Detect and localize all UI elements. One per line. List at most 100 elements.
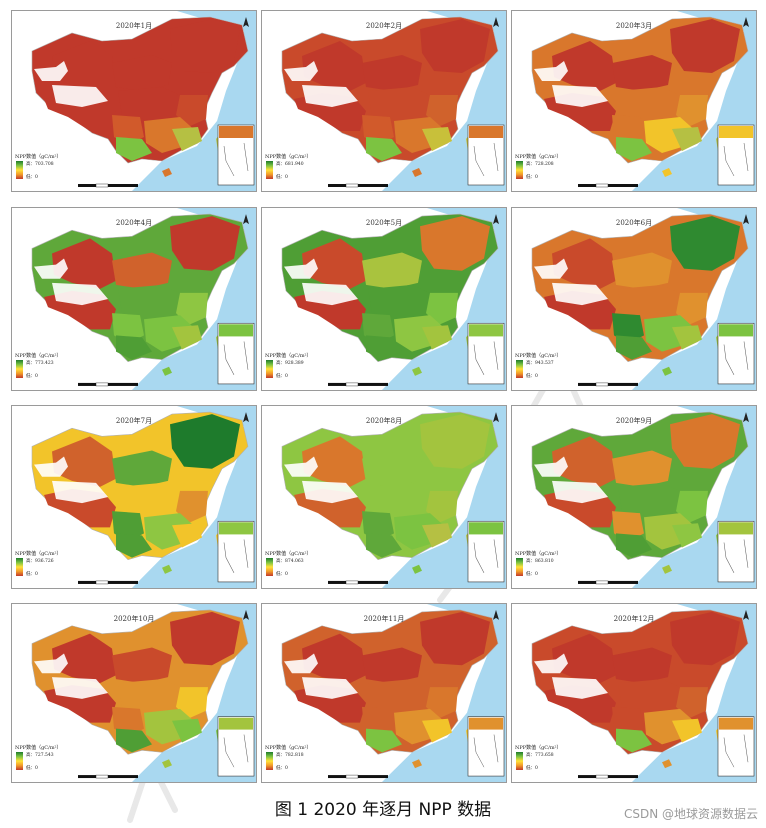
legend-max-value: 高：728.208 [526, 162, 554, 167]
npp-region-nw [302, 436, 366, 487]
legend-title: NPP数值（gC/m²） [265, 154, 312, 160]
legend-max-value: 高：773.423 [26, 361, 54, 366]
npp-region-yn [616, 728, 652, 753]
legend-max-value: 高：928.389 [276, 361, 304, 366]
south-china-sea-inset [467, 322, 505, 385]
scale-bar [578, 382, 638, 387]
npp-region-c [368, 87, 434, 121]
legend-min-value: 低：0 [526, 572, 538, 577]
legend-color-ramp [516, 752, 523, 770]
china-npp-map [512, 604, 756, 782]
legend-title: NPP数值（gC/m²） [15, 745, 62, 751]
china-npp-map [512, 11, 756, 191]
scale-bar [578, 580, 638, 585]
china-npp-map [12, 406, 256, 588]
npp-region-ne [670, 414, 740, 469]
npp-region-nw [52, 633, 116, 684]
legend-title: NPP数值（gC/m²） [265, 745, 312, 751]
map-month-title: 2020年9月 [615, 417, 653, 425]
npp-region-nw [552, 238, 616, 289]
npp-region-c [618, 482, 684, 518]
npp-month-map-panel: 2020年11月 NPP数值（gC/m²） 高：782.818 低：0 [261, 603, 507, 783]
npp-region-e [676, 95, 708, 127]
npp-region-ne [670, 216, 740, 271]
npp-region-c [368, 284, 434, 320]
legend-title: NPP数值（gC/m²） [515, 353, 562, 359]
npp-region-c [118, 284, 184, 320]
legend-max-value: 高：773.658 [526, 753, 554, 758]
south-china-sea-inset [717, 322, 755, 385]
npp-month-map-panel: 2020年8月 NPP数值（gC/m²） 高：874.063 低：0 [261, 405, 507, 589]
hainan-island [412, 168, 422, 177]
south-china-sea-inset [217, 322, 255, 385]
hainan-island [662, 759, 672, 769]
npp-region-e [426, 490, 458, 524]
map-month-title: 2020年2月 [365, 22, 403, 30]
legend-color-ramp [16, 161, 23, 179]
npp-region-e [676, 490, 708, 524]
legend-title: NPP数值（gC/m²） [515, 551, 562, 557]
no-data-desert-area [534, 61, 608, 107]
scale-bar [78, 382, 138, 387]
npp-region-ne [170, 611, 240, 666]
npp-month-map-panel: 2020年1月 NPP数值（gC/m²） 高：703.708 低：0 [11, 10, 257, 192]
scale-bar [328, 580, 388, 585]
npp-region-n [112, 450, 172, 487]
legend-color-ramp [516, 161, 523, 179]
hainan-island [412, 564, 422, 574]
npp-region-nw [552, 436, 616, 487]
legend-max-value: 高：943.537 [526, 361, 554, 366]
npp-region-yn [616, 137, 652, 161]
npp-month-map-panel: 2020年10月 NPP数值（gC/m²） 高：727.543 低：0 [11, 603, 257, 783]
hainan-island [662, 366, 672, 376]
npp-region-se [422, 325, 452, 350]
npp-region-ne [170, 414, 240, 469]
north-arrow-icon [743, 17, 749, 27]
hainan-island [162, 168, 172, 177]
map-month-title: 2020年5月 [365, 219, 403, 227]
npp-region-se [672, 523, 702, 548]
south-china-sea-inset [467, 124, 505, 186]
npp-region-nw [52, 436, 116, 487]
npp-region-c [618, 284, 684, 320]
npp-month-map-panel: 2020年6月 NPP数值（gC/m²） 高：943.537 低：0 [511, 207, 757, 391]
map-month-title: 2020年1月 [115, 22, 153, 30]
south-china-sea-inset [217, 716, 255, 777]
npp-month-map-panel: 2020年9月 NPP数值（gC/m²） 高：863.810 低：0 [511, 405, 757, 589]
no-data-desert-area [284, 258, 358, 306]
npp-region-n [112, 55, 172, 91]
npp-region-yn [366, 728, 402, 753]
hainan-island [162, 366, 172, 376]
legend-max-value: 高：681.940 [276, 162, 304, 167]
npp-region-e [426, 687, 458, 719]
npp-month-map-panel: 2020年4月 NPP数值（gC/m²） 高：773.423 低：0 [11, 207, 257, 391]
npp-region-nw [302, 633, 366, 684]
npp-region-n [612, 55, 672, 91]
no-data-desert-area [284, 456, 358, 504]
npp-region-se [422, 718, 452, 743]
legend-color-ramp [16, 752, 23, 770]
npp-region-ne [670, 19, 740, 73]
npp-region-ne [170, 19, 240, 73]
legend-min-value: 低：0 [26, 175, 38, 180]
npp-region-e [176, 490, 208, 524]
npp-month-map-panel: 2020年7月 NPP数值（gC/m²） 高：936.726 低：0 [11, 405, 257, 589]
npp-region-se [172, 127, 202, 151]
south-china-sea-inset [717, 124, 755, 186]
npp-region-ne [420, 611, 490, 666]
south-china-sea-inset [467, 716, 505, 777]
npp-region-se [172, 325, 202, 350]
npp-region-n [362, 55, 422, 91]
npp-region-yn [366, 533, 402, 558]
legend-color-ramp [266, 558, 273, 576]
north-arrow-icon [243, 412, 249, 423]
npp-region-se [672, 127, 702, 151]
map-month-title: 2020年3月 [615, 22, 653, 30]
south-china-sea-inset [717, 520, 755, 583]
npp-month-map-panel: 2020年5月 NPP数值（gC/m²） 高：928.389 低：0 [261, 207, 507, 391]
legend-max-value: 高：782.818 [276, 753, 304, 758]
npp-region-yn [116, 533, 152, 558]
npp-region-e [176, 95, 208, 127]
legend-title: NPP数值（gC/m²） [515, 745, 562, 751]
npp-region-e [426, 292, 458, 326]
